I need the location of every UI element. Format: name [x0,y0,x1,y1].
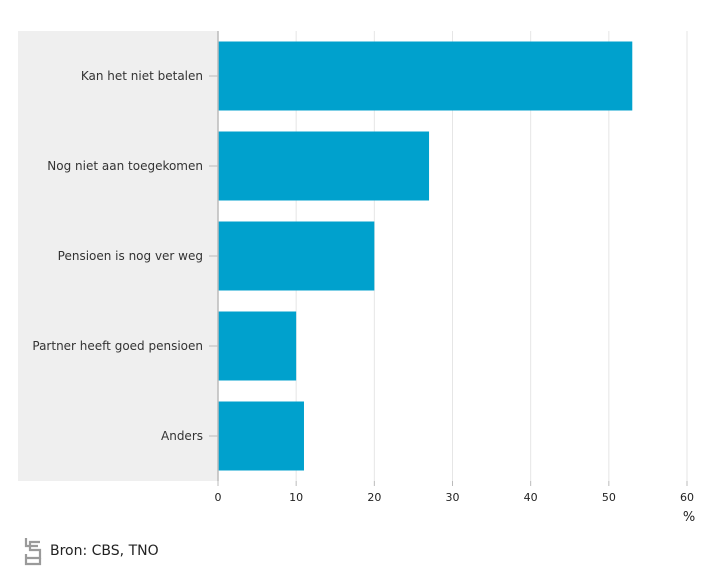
x-axis-ticks: 0 10 20 30 40 50 60 [215,481,694,504]
x-tick-label: 30 [446,491,460,504]
x-axis-unit-label: % [683,510,695,525]
source-text: Bron: CBS, TNO [50,543,159,559]
source-note: Bron: CBS, TNO [22,536,159,566]
x-tick-label: 20 [367,491,381,504]
bar [218,401,304,471]
x-tick-label: 50 [602,491,616,504]
category-label: Kan het niet betalen [81,69,203,83]
x-tick-label: 40 [524,491,538,504]
category-label: Nog niet aan toegekomen [47,159,203,173]
bar [218,311,297,381]
bar-chart: Kan het niet betalen Nog niet aan toegeko… [18,31,695,525]
category-label: Anders [161,429,203,443]
bar [218,41,633,111]
category-panel [18,31,218,481]
bar [218,131,430,201]
category-labels: Kan het niet betalen Nog niet aan toegeko… [32,69,218,443]
x-tick-label: 0 [215,491,222,504]
x-tick-label: 60 [680,491,694,504]
bars [218,41,633,471]
cbs-logo-icon [24,538,42,566]
category-label: Partner heeft goed pensioen [32,339,203,353]
bar [218,221,375,291]
category-label: Pensioen is nog ver weg [58,249,203,263]
x-tick-label: 10 [289,491,303,504]
